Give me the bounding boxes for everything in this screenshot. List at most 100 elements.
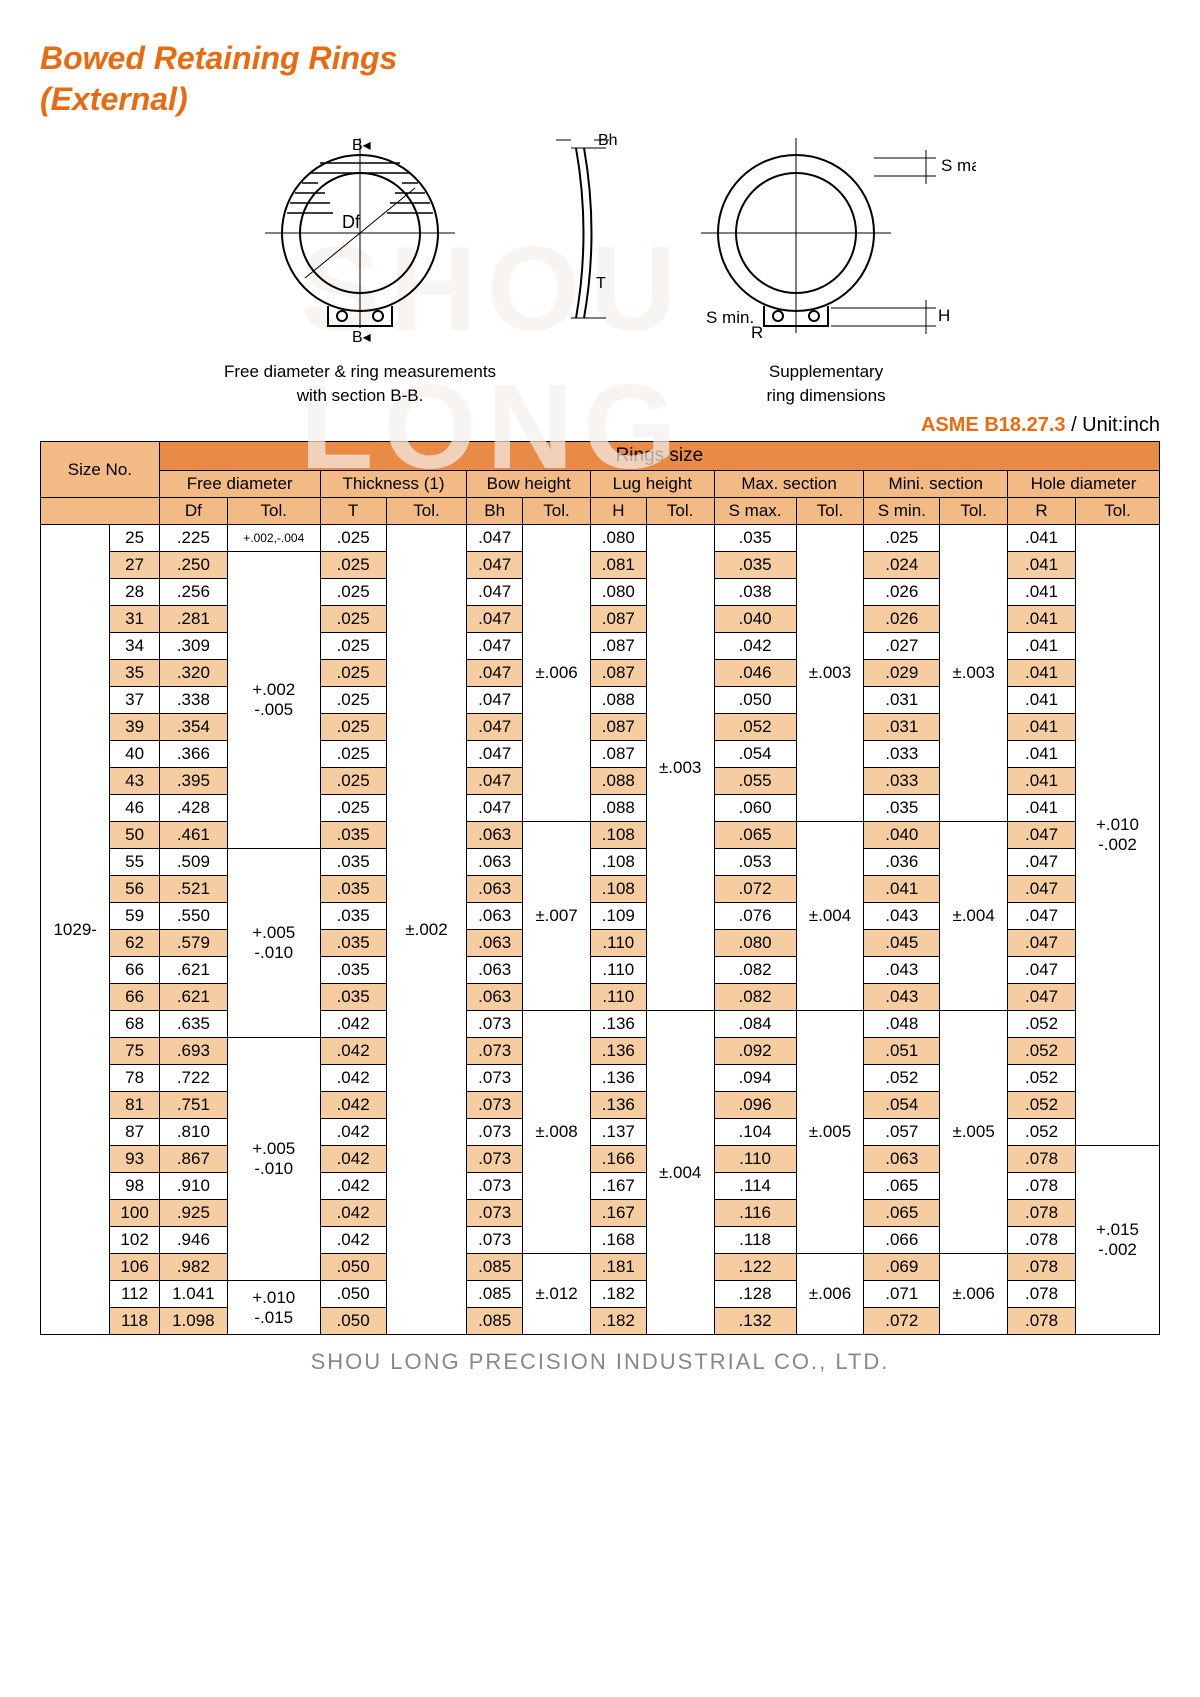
cell-r: .047 <box>1008 930 1076 957</box>
spec-table: Size No. Rings size Free diameter Thickn… <box>40 441 1160 1335</box>
cell-n: 35 <box>110 660 159 687</box>
cell-h: .087 <box>591 660 647 687</box>
cell-bh: .047 <box>467 714 523 741</box>
cell-r: .052 <box>1008 1011 1076 1038</box>
cell-smax: .052 <box>714 714 796 741</box>
th-size: Size No. <box>41 442 160 498</box>
cell-df: .366 <box>159 741 227 768</box>
cell-t: .042 <box>320 1173 386 1200</box>
cell-n: 59 <box>110 903 159 930</box>
cell-bh: .047 <box>467 768 523 795</box>
cell-r: .052 <box>1008 1119 1076 1146</box>
cell-r: .041 <box>1008 768 1076 795</box>
th-min: Mini. section <box>864 471 1008 498</box>
cell-r: .047 <box>1008 849 1076 876</box>
cell-t: .050 <box>320 1308 386 1335</box>
cell-df: .281 <box>159 606 227 633</box>
cell-n: 25 <box>110 525 159 552</box>
standard-line: ASME B18.27.3 / Unit:inch <box>40 414 1160 437</box>
cell-n: 43 <box>110 768 159 795</box>
cell-bh: .063 <box>467 876 523 903</box>
cell-h: .166 <box>591 1146 647 1173</box>
cell-bh: .047 <box>467 741 523 768</box>
cell-smax: .122 <box>714 1254 796 1281</box>
cell-smin: .025 <box>864 525 940 552</box>
cell-r: .047 <box>1008 984 1076 1011</box>
table-row: 68.635.042.073±.008.136±.004.084±.005.04… <box>41 1011 1160 1038</box>
cell-t: .025 <box>320 606 386 633</box>
cell-n: 50 <box>110 822 159 849</box>
cell-n: 68 <box>110 1011 159 1038</box>
table-row: 50.461.035.063±.007.108.065±.004.040±.00… <box>41 822 1160 849</box>
cell-df: .256 <box>159 579 227 606</box>
cell-bh: .047 <box>467 795 523 822</box>
cell-t: .035 <box>320 984 386 1011</box>
cell-r: .041 <box>1008 795 1076 822</box>
cell-h: .136 <box>591 1011 647 1038</box>
cell-df: .338 <box>159 687 227 714</box>
cell-bh-tol: ±.006 <box>523 525 591 822</box>
cell-smax: .038 <box>714 579 796 606</box>
cell-r: .078 <box>1008 1254 1076 1281</box>
cell-smin: .031 <box>864 714 940 741</box>
cell-smax: .053 <box>714 849 796 876</box>
cell-smax: .040 <box>714 606 796 633</box>
cell-df-tol: +.010-.015 <box>227 1281 320 1335</box>
cell-t-tol: ±.002 <box>386 525 467 1335</box>
cell-smax: .060 <box>714 795 796 822</box>
cell-t: .042 <box>320 1146 386 1173</box>
cell-r: .041 <box>1008 633 1076 660</box>
cell-df: .693 <box>159 1038 227 1065</box>
cell-n: 62 <box>110 930 159 957</box>
cell-t: .025 <box>320 687 386 714</box>
cell-h: .136 <box>591 1092 647 1119</box>
th-th: Thickness (1) <box>320 471 467 498</box>
cell-smax: .118 <box>714 1227 796 1254</box>
cell-bh: .063 <box>467 903 523 930</box>
cell-h: .181 <box>591 1254 647 1281</box>
cell-smin: .041 <box>864 876 940 903</box>
cell-bh: .073 <box>467 1200 523 1227</box>
cell-smin: .063 <box>864 1146 940 1173</box>
cell-r: .041 <box>1008 714 1076 741</box>
cell-bh: .073 <box>467 1146 523 1173</box>
cell-smin: .043 <box>864 957 940 984</box>
cell-t: .025 <box>320 633 386 660</box>
cell-t: .050 <box>320 1254 386 1281</box>
cell-df: .250 <box>159 552 227 579</box>
cell-smin: .043 <box>864 984 940 1011</box>
cell-bh: .047 <box>467 552 523 579</box>
cell-t: .025 <box>320 714 386 741</box>
cell-h: .087 <box>591 606 647 633</box>
cell-h: .080 <box>591 579 647 606</box>
cell-smax: .128 <box>714 1281 796 1308</box>
cell-bh: .073 <box>467 1011 523 1038</box>
cell-smin: .071 <box>864 1281 940 1308</box>
cell-n: 37 <box>110 687 159 714</box>
cell-df: .521 <box>159 876 227 903</box>
cell-t: .042 <box>320 1065 386 1092</box>
cell-n: 31 <box>110 606 159 633</box>
cell-t: .025 <box>320 579 386 606</box>
cell-bh-tol: ±.012 <box>523 1254 591 1335</box>
table-row: 106.982.050.085±.012.181.122±.006.069±.0… <box>41 1254 1160 1281</box>
cell-n: 118 <box>110 1308 159 1335</box>
cell-smax: .096 <box>714 1092 796 1119</box>
cell-r: .041 <box>1008 552 1076 579</box>
diagram-left-caption-1: Free diameter & ring measurements <box>224 362 496 382</box>
cell-r: .052 <box>1008 1092 1076 1119</box>
cell-bh: .085 <box>467 1254 523 1281</box>
cell-smin: .026 <box>864 579 940 606</box>
cell-smin: .043 <box>864 903 940 930</box>
cell-t: .042 <box>320 1092 386 1119</box>
cell-r: .078 <box>1008 1146 1076 1173</box>
cell-h-tol: ±.003 <box>646 525 714 1011</box>
th-t: T <box>320 498 386 525</box>
cell-smin: .065 <box>864 1173 940 1200</box>
cell-r: .052 <box>1008 1065 1076 1092</box>
cell-smin: .033 <box>864 768 940 795</box>
cell-bh: .047 <box>467 579 523 606</box>
cell-bh: .047 <box>467 660 523 687</box>
cell-h: .110 <box>591 930 647 957</box>
cell-bh-tol: ±.007 <box>523 822 591 1011</box>
